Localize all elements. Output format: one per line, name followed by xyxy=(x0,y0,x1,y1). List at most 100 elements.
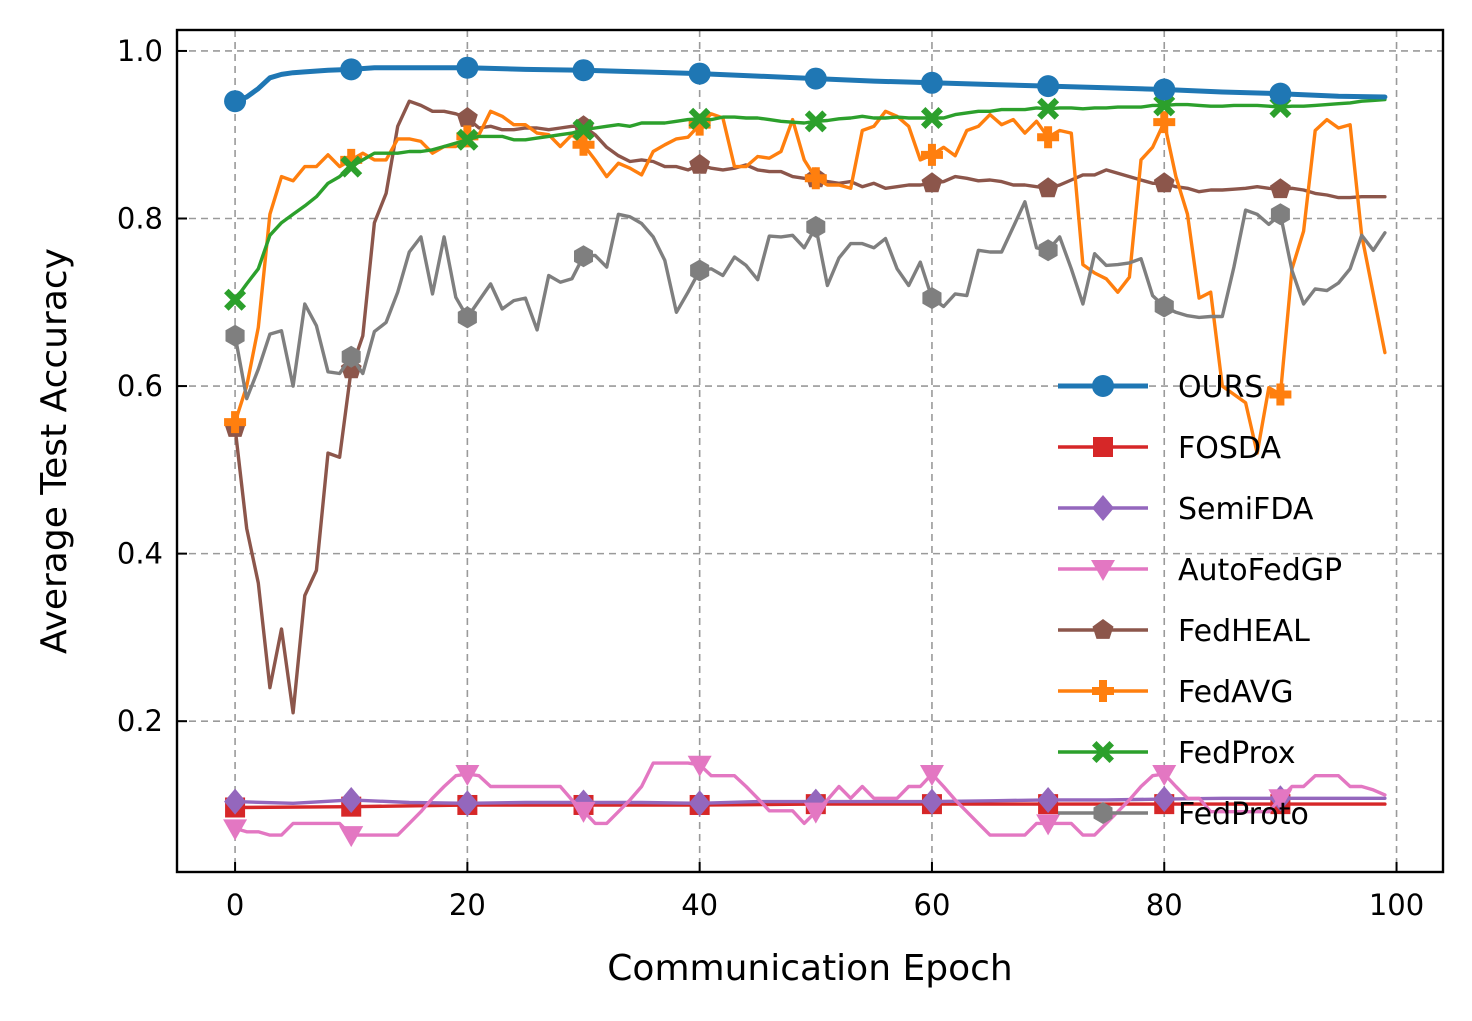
data-point-fedavg xyxy=(224,411,247,434)
x-axis-label: Communication Epoch xyxy=(607,948,1012,989)
x-tick-label: 60 xyxy=(914,888,951,922)
data-point-fedprox xyxy=(340,155,363,178)
x-tick-label: 80 xyxy=(1146,888,1183,922)
data-point-autofedgp xyxy=(1152,764,1177,786)
series-fedproto xyxy=(225,200,1387,401)
data-point-ours xyxy=(920,71,943,94)
data-point-fedproto xyxy=(806,215,826,238)
y-tick-label: 0.2 xyxy=(117,704,163,738)
y-axis-label: Average Test Accuracy xyxy=(34,248,75,654)
legend-label-fedheal: FedHEAL xyxy=(1178,614,1310,649)
series-line-fedavg xyxy=(233,109,1387,455)
series-autofedgp xyxy=(223,755,1387,848)
legend-label-fedprox: FedProx xyxy=(1178,736,1296,771)
legend-marker-fedheal xyxy=(1092,619,1114,639)
x-tick-label: 20 xyxy=(449,888,486,922)
legend-label-ours: OURS xyxy=(1178,370,1263,405)
legend-item-fedheal: FedHEAL xyxy=(1058,614,1310,649)
axis-ticks: 0 20 40 60 80 100 0.2 0.4 0.6 0.8 1.0 xyxy=(117,34,1424,922)
legend-item-autofedgp: AutoFedGP xyxy=(1058,553,1342,588)
legend-label-fedproto: FedProto xyxy=(1178,797,1309,832)
x-tick-label: 100 xyxy=(1369,888,1424,922)
data-point-autofedgp xyxy=(1036,814,1061,836)
data-point-fedprox xyxy=(920,106,943,129)
data-point-fedproto xyxy=(690,259,710,282)
data-point-autofedgp xyxy=(455,764,480,786)
legend-item-fedavg: FedAVG xyxy=(1058,675,1294,710)
data-point-semifda xyxy=(224,788,247,815)
data-point-fedavg xyxy=(1037,126,1060,149)
data-point-ours xyxy=(688,62,711,85)
data-point-fedavg xyxy=(572,133,595,156)
data-point-semifda xyxy=(456,790,479,817)
data-point-ours xyxy=(224,90,247,113)
series-line-fedproto xyxy=(233,200,1387,401)
legend-marker-fedprox xyxy=(1092,741,1114,763)
legend-marker-fosda xyxy=(1093,437,1113,457)
data-point-fedavg xyxy=(688,113,711,136)
series-layer xyxy=(223,56,1388,848)
data-point-ours xyxy=(340,58,363,81)
data-point-autofedgp xyxy=(803,802,828,824)
grid xyxy=(177,30,1443,872)
data-point-fedheal xyxy=(689,153,711,174)
x-tick-label: 40 xyxy=(681,888,718,922)
data-point-fedheal xyxy=(921,172,943,193)
data-point-autofedgp xyxy=(919,764,944,786)
data-point-fedheal xyxy=(456,107,478,127)
data-point-fedheal xyxy=(1269,178,1291,199)
legend-marker-ours xyxy=(1092,375,1114,397)
data-point-fedavg xyxy=(340,148,363,171)
data-point-fedproto xyxy=(457,306,477,329)
data-point-autofedgp xyxy=(687,755,712,777)
data-point-autofedgp xyxy=(339,826,364,848)
legend-marker-autofedgp xyxy=(1091,560,1115,581)
legend-item-semifda: SemiFDA xyxy=(1058,492,1314,527)
data-point-ours xyxy=(1269,82,1292,105)
legend-label-fosda: FOSDA xyxy=(1178,431,1281,466)
data-point-ours xyxy=(456,56,479,79)
data-point-fedprox xyxy=(1037,97,1060,120)
data-point-fedprox xyxy=(456,128,479,151)
data-point-fedprox xyxy=(804,110,827,133)
data-point-fedproto xyxy=(225,324,245,347)
legend-item-fosda: FOSDA xyxy=(1058,431,1281,466)
data-point-fedavg xyxy=(1269,383,1292,406)
data-point-fedproto xyxy=(922,287,942,310)
series-ours xyxy=(224,56,1388,113)
data-point-ours xyxy=(804,67,827,90)
data-point-fedproto xyxy=(574,245,593,268)
data-point-semifda xyxy=(688,790,711,817)
data-point-semifda xyxy=(1153,786,1176,813)
legend-label-semifda: SemiFDA xyxy=(1178,492,1314,527)
y-tick-label: 0.4 xyxy=(117,537,163,571)
legend-label-autofedgp: AutoFedGP xyxy=(1178,553,1342,588)
y-tick-label: 0.6 xyxy=(117,369,163,403)
data-point-autofedgp xyxy=(223,819,248,841)
data-point-fedavg xyxy=(920,143,943,166)
y-tick-label: 0.8 xyxy=(117,202,163,236)
legend: OURS FOSDA SemiFDA AutoFedGP FedHEAL FedAVG Fe… xyxy=(1058,370,1342,832)
data-point-fedprox xyxy=(224,288,247,311)
data-point-fedproto xyxy=(341,345,361,368)
legend-marker-semifda xyxy=(1092,495,1114,521)
plot-frame xyxy=(175,28,1445,874)
data-point-fedprox xyxy=(688,107,711,130)
legend-label-fedavg: FedAVG xyxy=(1178,675,1294,710)
data-point-ours xyxy=(1153,78,1176,101)
legend-item-ours: OURS xyxy=(1058,370,1263,405)
data-point-fedavg xyxy=(804,167,827,190)
data-point-fedprox xyxy=(1153,94,1176,117)
data-point-semifda xyxy=(1037,786,1060,813)
data-point-semifda xyxy=(340,786,363,813)
series-line-autofedgp xyxy=(233,761,1387,837)
data-point-ours xyxy=(572,59,595,82)
data-point-fedproto xyxy=(1038,239,1058,262)
data-point-fedheal xyxy=(1153,172,1175,193)
data-point-autofedgp xyxy=(571,801,596,823)
data-point-ours xyxy=(1037,75,1060,98)
data-point-autofedgp xyxy=(1268,789,1293,811)
legend-marker-fedproto xyxy=(1093,802,1113,824)
data-point-fedproto xyxy=(1270,203,1290,226)
